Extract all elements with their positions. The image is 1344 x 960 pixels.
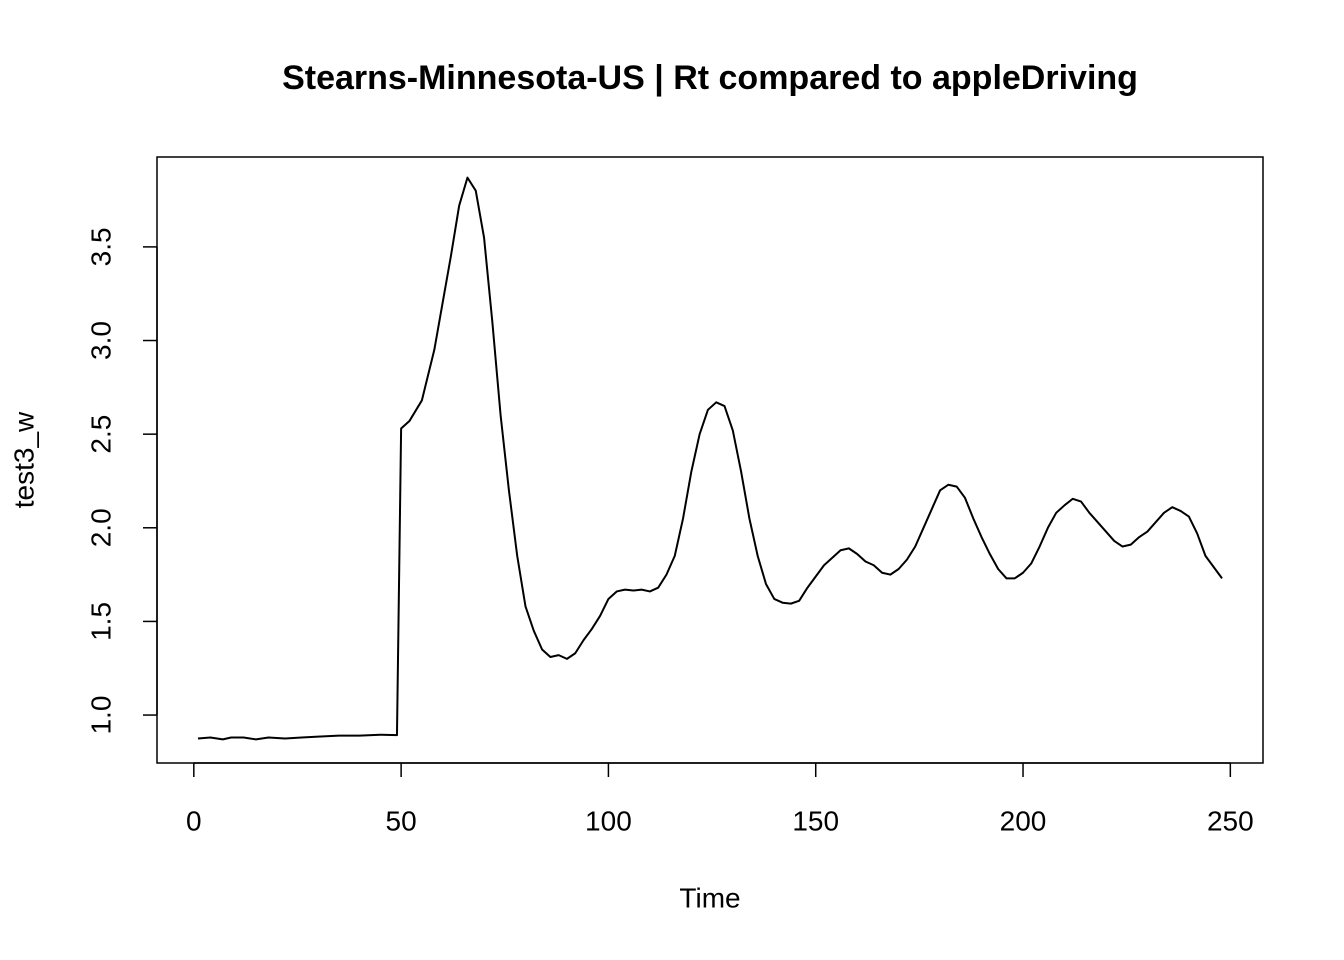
x-tick-label: 50 xyxy=(386,805,417,836)
y-tick-label: 1.5 xyxy=(85,602,116,641)
y-tick-label: 3.5 xyxy=(85,227,116,266)
chart-title: Stearns-Minnesota-US | Rt compared to ap… xyxy=(282,59,1138,97)
y-tick-label: 1.0 xyxy=(85,696,116,735)
x-tick-label: 200 xyxy=(1000,805,1047,836)
y-tick-label: 2.0 xyxy=(85,508,116,547)
x-tick-label: 250 xyxy=(1207,805,1254,836)
y-axis-label: test3_w xyxy=(8,411,39,508)
data-line xyxy=(197,176,1223,741)
x-tick-label: 100 xyxy=(585,805,632,836)
x-tick-label: 150 xyxy=(792,805,839,836)
y-tick-label: 2.5 xyxy=(85,415,116,454)
x-axis-label: Time xyxy=(679,882,740,913)
y-tick-label: 3.0 xyxy=(85,321,116,360)
x-tick-label: 0 xyxy=(186,805,202,836)
